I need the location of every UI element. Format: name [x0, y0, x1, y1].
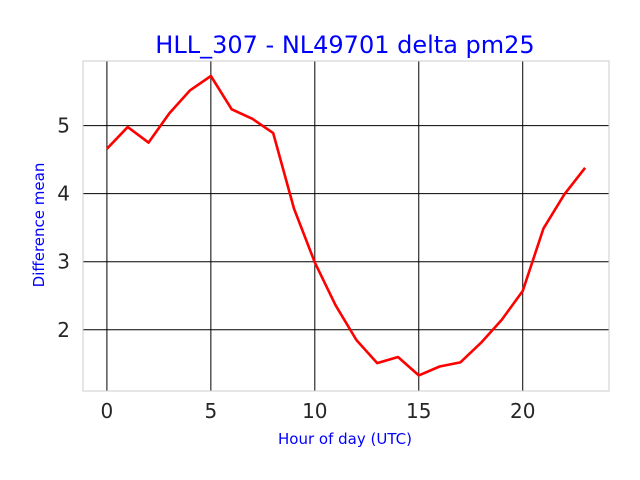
series-layer — [105, 74, 587, 377]
y-tick-label: 3 — [57, 250, 70, 274]
x-tick-labels: 0 5 10 15 20 — [101, 399, 536, 423]
y-tick-label: 4 — [57, 182, 70, 206]
x-tick-label: 5 — [204, 399, 217, 423]
x-tick-label: 10 — [302, 399, 327, 423]
plot-frame — [82, 60, 610, 392]
y-tick-labels: 2 3 4 5 — [57, 114, 70, 342]
y-axis-label: Difference mean — [30, 163, 48, 288]
chart-title: HLL_307 - NL49701 delta pm25 — [155, 31, 534, 59]
y-tick-label: 5 — [57, 114, 70, 138]
x-axis-label: Hour of day (UTC) — [278, 430, 412, 448]
series-line — [105, 74, 587, 377]
x-tick-label: 15 — [406, 399, 431, 423]
y-tick-label: 2 — [57, 318, 70, 342]
x-tick-label: 20 — [510, 399, 535, 423]
x-tick-label: 0 — [101, 399, 114, 423]
grid — [83, 61, 609, 391]
